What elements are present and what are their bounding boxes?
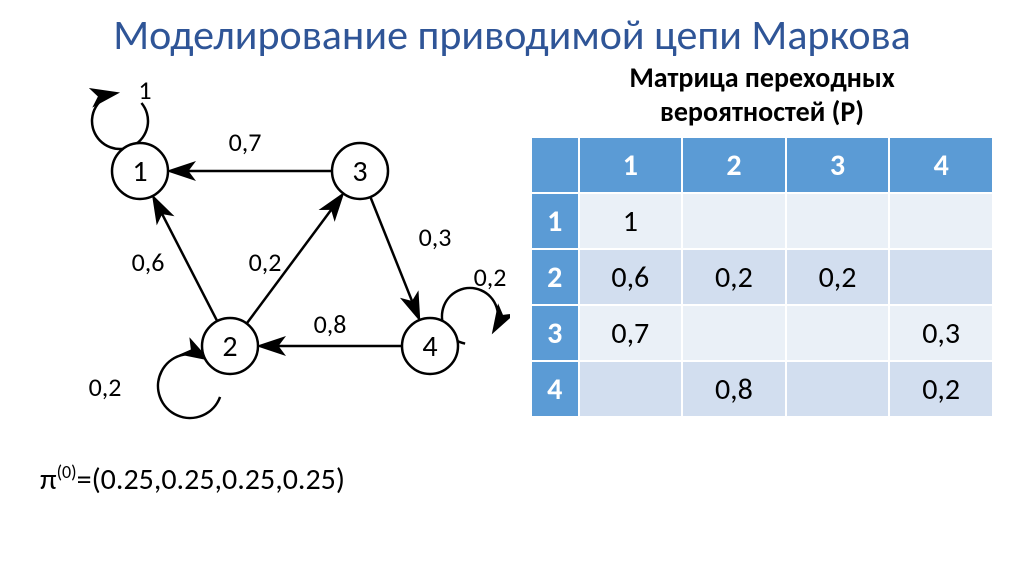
matrix-cell: 1: [579, 193, 683, 249]
matrix-cell: [786, 361, 890, 417]
edge-label: 0,6: [132, 246, 165, 278]
matrix-cell: [786, 193, 890, 249]
matrix-header: 3: [786, 137, 890, 193]
edge-label: 0,8: [314, 308, 347, 340]
matrix-row-header: 3: [531, 305, 579, 361]
edge-label: 0,7: [229, 126, 262, 158]
matrix-cell: 0,8: [682, 361, 786, 417]
matrix-row-header: 1: [531, 193, 579, 249]
matrix-row-header: 4: [531, 361, 579, 417]
edge-label: 0,2: [249, 246, 282, 278]
matrix-header: [531, 137, 579, 193]
matrix-cell: 0,2: [889, 361, 993, 417]
node-label: 4: [422, 328, 437, 365]
matrix-cell: 0,3: [889, 305, 993, 361]
page-title: Моделирование приводимой цепи Маркова: [0, 0, 1024, 61]
graph-panel: 1 0,7 0,6 0,2 0,2 0,8 0,3 0,2 1 2 3 4 π(0)=(0.25,0.…: [30, 61, 510, 498]
node-label: 3: [352, 153, 367, 190]
matrix-cell: 0,2: [682, 249, 786, 305]
matrix-cell: 0,2: [786, 249, 890, 305]
matrix-cell: [682, 305, 786, 361]
pi-vector: π(0)=(0.25,0.25,0.25,0.25): [30, 461, 510, 498]
matrix-cell: 0,7: [579, 305, 683, 361]
edge-label: 0,2: [89, 371, 122, 403]
matrix-header: 4: [889, 137, 993, 193]
matrix-title: Матрица переходныхвероятностей (P): [530, 61, 994, 128]
content-area: 10,70,60,20,20,80,30,21234 π(0)=(0.25,0.…: [0, 61, 1024, 498]
matrix-panel: Матрица переходныхвероятностей (P) 12341…: [510, 61, 994, 498]
graph-edge: [370, 197, 418, 317]
edge-label: 0,2: [474, 261, 507, 293]
pi-symbol: π: [40, 461, 57, 498]
matrix-header: 1: [579, 137, 683, 193]
matrix-cell: [786, 305, 890, 361]
edge-label: 1: [138, 74, 151, 106]
node-label: 1: [132, 153, 147, 190]
matrix-cell: [579, 361, 683, 417]
matrix-cell: 0,6: [579, 249, 683, 305]
matrix-cell: [889, 249, 993, 305]
transition-matrix: 12341120,60,20,230,70,340,80,2: [530, 136, 994, 418]
markov-graph: 1 0,7 0,6 0,2 0,2 0,8 0,3 0,2 1 2 3 4: [30, 61, 510, 441]
matrix-cell: [682, 193, 786, 249]
node-label: 2: [222, 328, 237, 365]
matrix-header: 2: [682, 137, 786, 193]
pi-superscript: (0): [57, 461, 77, 483]
pi-values: =(0.25,0.25,0.25,0.25): [77, 461, 345, 498]
matrix-row-header: 2: [531, 249, 579, 305]
matrix-cell: [889, 193, 993, 249]
edge-label: 0,3: [419, 221, 452, 253]
